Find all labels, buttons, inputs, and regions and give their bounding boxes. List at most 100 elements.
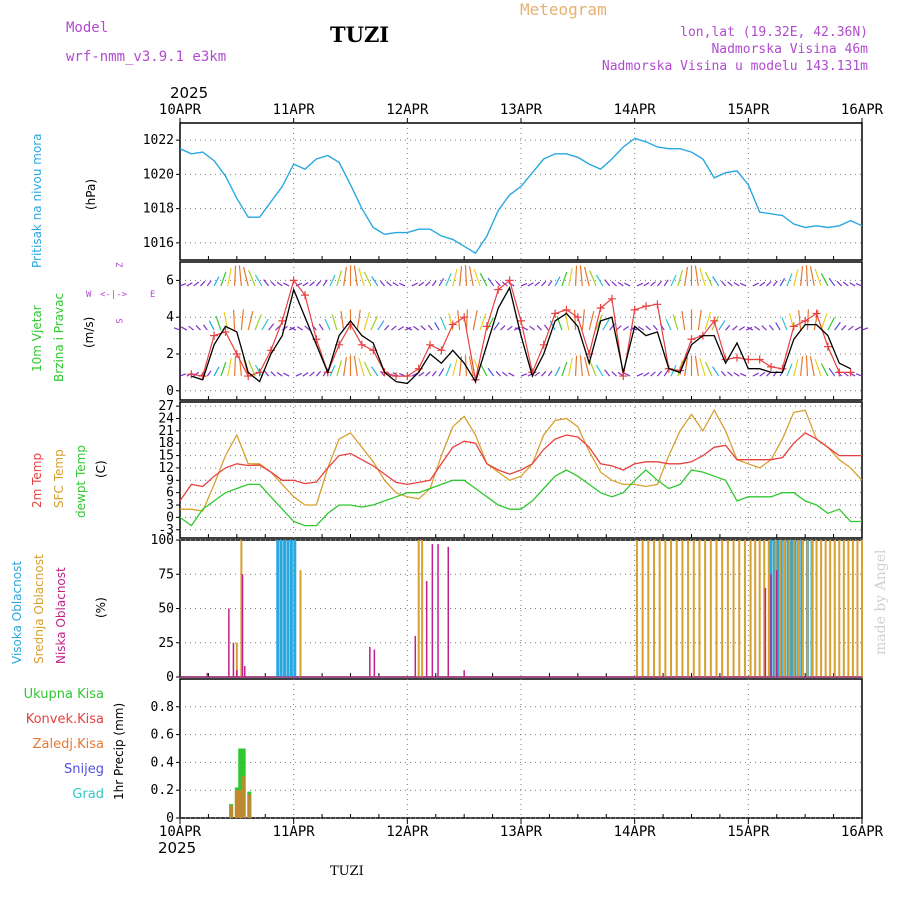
wind-arrow (289, 326, 297, 331)
wind-arrow (283, 282, 290, 287)
cloud-bar-high-cloud (786, 540, 790, 677)
wind-arrow (746, 326, 754, 331)
cloud-bar-mid-cloud (851, 540, 854, 677)
cloud-bar-mid-cloud (738, 540, 741, 677)
wind-arrow (727, 281, 733, 287)
meteogram-title: Meteogram (520, 0, 607, 19)
wind-arrow (739, 372, 747, 377)
wind-arrow (501, 371, 508, 377)
wind-arrow (761, 325, 767, 331)
wind-gust-marker (732, 353, 741, 362)
cloud-bar-high-cloud (279, 540, 283, 677)
cloud-bar-low-cloud (770, 574, 772, 677)
wind-gust-marker (255, 368, 264, 377)
wind-arrow (754, 325, 761, 331)
cloud-bar-mid-cloud (641, 540, 644, 677)
wind-arrow (247, 310, 254, 331)
wind-arrow (188, 325, 195, 331)
y-tick-label: 27 (158, 399, 174, 414)
wind-arrow (452, 359, 458, 377)
cloud-bar-high-cloud (772, 540, 776, 677)
model-name: wrf-nmm_v3.9.1 e3km (66, 49, 227, 65)
wind-gust-marker (403, 372, 412, 381)
y-tick-label: 0.2 (151, 783, 174, 798)
y-tick-label: 9 (166, 473, 174, 488)
year-bottom: 2025 (158, 839, 197, 857)
cloud-bar-low-cloud (764, 587, 767, 677)
cloud-bar-mid-cloud (675, 540, 678, 677)
y-tick-label: 50 (158, 602, 174, 617)
wind-arrow (353, 355, 358, 377)
wind-arrow (173, 327, 181, 331)
wind-arrow (254, 314, 262, 331)
cloud-bar-mid-cloud (692, 540, 695, 677)
wind-arrow (855, 373, 863, 377)
wind-gust-marker (357, 340, 366, 349)
cloud-bar-low-cloud (228, 608, 230, 677)
wind-arrow (699, 267, 706, 287)
wind-gust-marker (801, 316, 810, 325)
wind-arrow (583, 356, 590, 377)
precip-bar-frozen (234, 790, 239, 818)
wind-arrow (468, 266, 474, 287)
cloud-bar-mid-cloud (829, 540, 832, 677)
compass-east-label: E (150, 290, 156, 300)
wind-arrow (445, 273, 452, 287)
wind-arrow (371, 276, 379, 287)
wind-gust-marker (823, 342, 832, 351)
wind-arrow (663, 279, 669, 287)
wind-arrow (215, 315, 222, 331)
wind-arrow (645, 325, 651, 331)
wind-arrow (534, 371, 541, 377)
wind-arrow (179, 373, 187, 377)
year-top: 2025 (170, 84, 209, 102)
wind-arrow (238, 265, 242, 286)
wind-arrow (697, 309, 702, 331)
y-tick-label: 18 (158, 436, 174, 451)
wind-arrow (418, 371, 425, 377)
cloud-bar-low-cloud (236, 670, 238, 677)
wind-gust-marker (710, 316, 719, 325)
cloud-bar-high-cloud (790, 540, 794, 677)
wind-arrow (739, 282, 747, 287)
wind-arrow (431, 370, 437, 377)
wind-arrow (775, 322, 781, 331)
wind-arrow (814, 359, 822, 377)
x-tick-label-top: 11APR (273, 102, 316, 118)
wind-arrow (200, 280, 206, 287)
wind-arrow (248, 360, 256, 377)
wind-arrow (574, 355, 578, 377)
wind-arrow (363, 311, 371, 331)
wind-gust-marker (846, 368, 855, 377)
cloud-bar-mid-cloud (698, 540, 701, 677)
wind-gust-marker (448, 320, 457, 329)
wind-arrow (370, 315, 379, 331)
wind-arrow (759, 281, 766, 287)
wind-arrow (727, 371, 733, 377)
wind-arrow (242, 266, 249, 287)
wind-arrow (343, 357, 348, 377)
cloud-bar-mid-cloud (806, 540, 809, 677)
x-tick-label-top: 12APR (386, 102, 429, 118)
wind-arrow (206, 370, 212, 377)
wind-arrow (384, 324, 390, 331)
wind-arrow (465, 309, 469, 331)
wind-arrow (220, 271, 227, 287)
cloud-bar-low-cloud (463, 670, 465, 677)
wind-gust-marker (505, 276, 514, 285)
wind-arrow (309, 371, 315, 377)
wind-arrow (336, 270, 343, 287)
wind-arrow (861, 327, 869, 331)
wind-arrow (304, 325, 310, 331)
wind-arrow (720, 370, 727, 377)
wind-arrow (712, 276, 720, 287)
cloud-bar-mid-cloud (861, 540, 863, 677)
wind-arrow (800, 266, 804, 286)
cloud-bar-low-cloud (232, 642, 235, 677)
dewpoint-line (179, 469, 862, 527)
cloud-bar-mid-cloud (681, 540, 684, 677)
lonlat-text: lon,lat (19.32E, 42.36N) (680, 25, 868, 40)
wind-arrow (413, 325, 420, 331)
wind-arrow (712, 366, 720, 377)
wind-arrow (643, 281, 650, 287)
